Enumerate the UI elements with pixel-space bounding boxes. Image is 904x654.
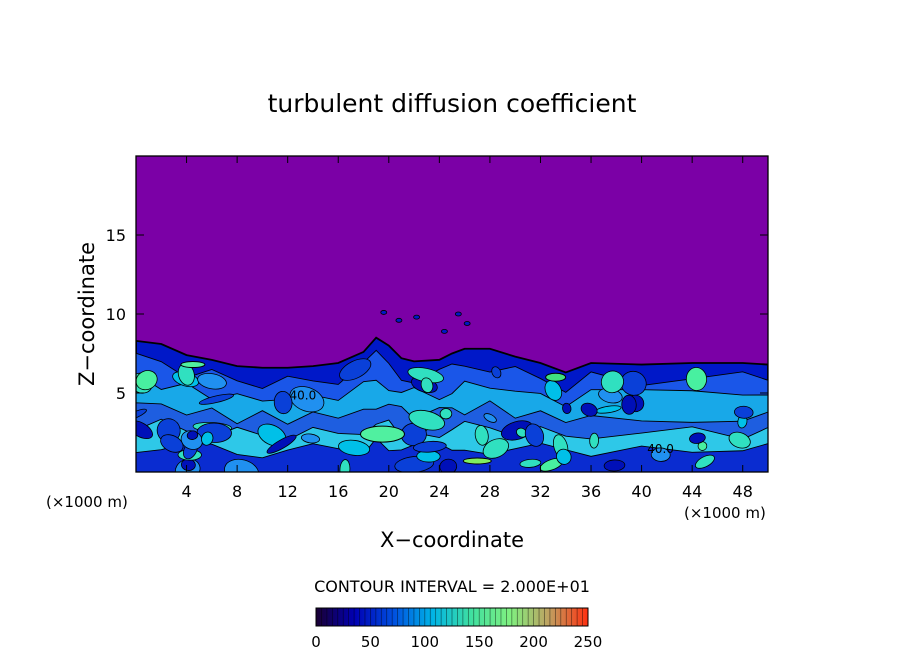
eddy — [621, 394, 637, 415]
eddy — [160, 434, 184, 453]
eddy-strong — [180, 361, 206, 369]
x-unit-left: (×1000 m) — [46, 493, 128, 511]
eddy — [589, 432, 599, 449]
eddy — [734, 405, 754, 419]
x-axis-ticks: 4 8 12 16 20 24 28 32 36 40 44 48 — [181, 156, 753, 501]
contour-label: 40.0 — [647, 442, 674, 456]
y-tick-label: 15 — [106, 226, 126, 245]
eddy — [197, 373, 227, 390]
eddy-strong — [359, 425, 405, 443]
eddy — [728, 431, 751, 449]
colorbar-tick-label: 100 — [410, 633, 439, 651]
colorbar-tick-label: 50 — [361, 633, 380, 651]
eddy — [201, 431, 214, 446]
colorbar-ticks: 0 50 100 150 200 250 — [311, 633, 602, 651]
eddy — [289, 386, 325, 413]
eddy — [338, 439, 371, 456]
eddy-cell — [441, 328, 448, 334]
turbulent-eddies — [136, 310, 754, 472]
x-tick-label: 12 — [278, 482, 298, 501]
eddy-cell — [463, 321, 471, 326]
eddy — [412, 440, 447, 453]
eddy — [339, 358, 372, 381]
x-unit-right: (×1000 m) — [684, 504, 766, 522]
eddy — [524, 423, 545, 447]
eddy — [408, 409, 445, 431]
eddy — [474, 425, 489, 446]
eddy — [482, 438, 509, 459]
x-tick-label: 20 — [379, 482, 399, 501]
eddy — [136, 420, 153, 440]
x-tick-label: 28 — [480, 482, 500, 501]
x-tick-label: 36 — [581, 482, 601, 501]
eddy — [339, 459, 351, 472]
colorbar-tick-label: 200 — [519, 633, 548, 651]
eddy — [685, 367, 708, 391]
contour-interval-label: CONTOUR INTERVAL = 2.000E+01 — [314, 577, 590, 596]
x-tick-label: 32 — [530, 482, 550, 501]
eddy-strong — [462, 457, 492, 465]
eddy — [603, 459, 626, 472]
y-axis-label: Z−coordinate — [75, 242, 99, 386]
eddy — [556, 448, 572, 465]
eddy-cell — [395, 317, 403, 323]
eddy — [266, 434, 297, 454]
eddy-cell — [413, 314, 421, 320]
eddy — [650, 447, 671, 462]
x-tick-label: 44 — [682, 482, 702, 501]
plot-area: 40.0 40.0 — [136, 156, 768, 472]
eddy — [420, 377, 434, 393]
colorbar: 0 50 100 150 200 250 — [311, 607, 602, 651]
y-tick-label: 5 — [116, 384, 126, 403]
eddy — [491, 366, 502, 379]
x-axis-label: X−coordinate — [380, 528, 524, 552]
colorbar-tick-label: 250 — [574, 633, 603, 651]
x-tick-label: 16 — [328, 482, 348, 501]
eddy — [544, 380, 563, 401]
y-tick-label: 10 — [106, 305, 126, 324]
contour-labels: 40.0 40.0 — [289, 388, 673, 456]
eddy — [439, 408, 453, 420]
eddy — [694, 454, 715, 469]
x-tick-label: 4 — [181, 482, 191, 501]
eddy — [600, 370, 624, 394]
colorbar-hatch — [315, 608, 589, 626]
eddy — [562, 402, 572, 414]
x-tick-label: 24 — [429, 482, 449, 501]
eddy — [697, 441, 708, 451]
contour-label: 40.0 — [289, 388, 316, 402]
x-tick-label: 40 — [631, 482, 651, 501]
eddy — [580, 402, 598, 417]
y-axis-ticks: 5 10 15 — [106, 226, 768, 403]
eddy — [186, 430, 199, 440]
colorbar-tick-label: 150 — [465, 633, 494, 651]
eddy — [689, 432, 706, 444]
eddy — [136, 370, 158, 391]
eddy-strong — [545, 372, 567, 382]
x-tick-label: 48 — [733, 482, 753, 501]
eddy — [273, 391, 293, 415]
chart-title: turbulent diffusion coefficient — [268, 89, 637, 118]
eddy — [483, 413, 497, 423]
eddy-cell — [454, 311, 462, 317]
eddy — [519, 458, 542, 468]
eddy — [301, 433, 320, 444]
eddy — [198, 393, 234, 405]
eddy-cell — [380, 310, 388, 315]
x-tick-label: 8 — [232, 482, 242, 501]
colorbar-tick-label: 0 — [311, 633, 321, 651]
